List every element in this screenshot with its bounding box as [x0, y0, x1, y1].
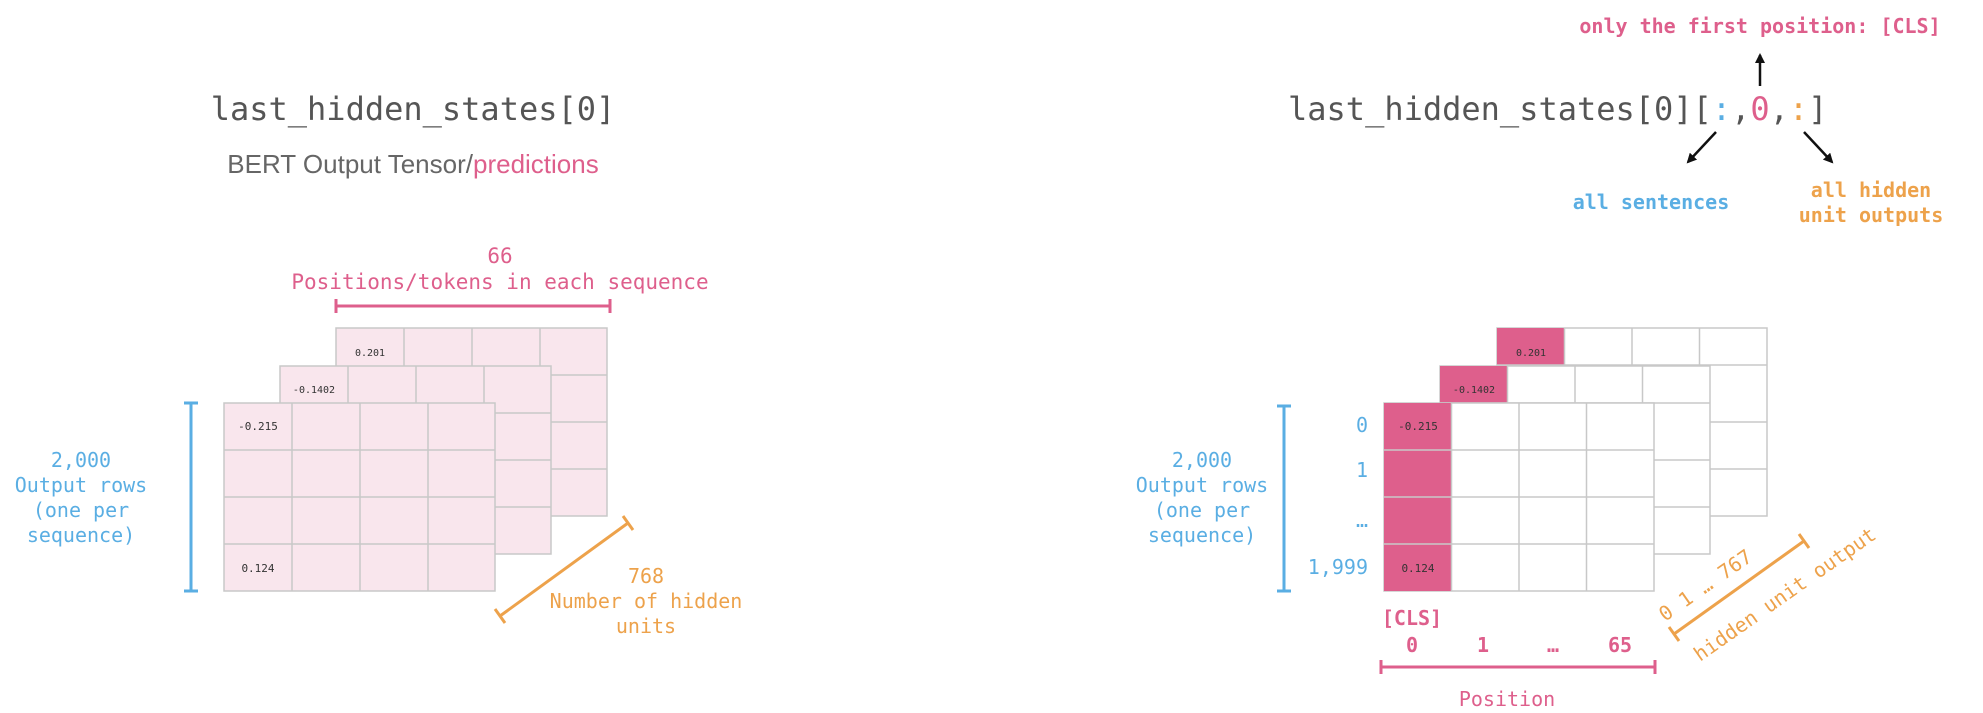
right-row-labels: 0 1 … 1,999 [1308, 413, 1368, 579]
right-code-colon-sentences: : [1712, 90, 1731, 128]
right-arrow-hidden [1803, 131, 1834, 164]
left-grid-front: -0.215 0.124 [223, 402, 496, 592]
right-back-value: 0.201 [1516, 348, 1546, 359]
right-position-labels: 0 1 … 65 [1406, 633, 1632, 657]
right-grid-front: -0.215 0.124 [1383, 402, 1655, 592]
left-back-value: 0.201 [355, 348, 385, 359]
right-hidden-axis-label: hidden unit output [1689, 522, 1880, 666]
right-back-cls-cell [1497, 328, 1565, 365]
right-all-sentences-label: all sentences [1573, 190, 1730, 214]
right-code-prefix: last_hidden_states[0][ [1288, 90, 1712, 128]
right-rows-line1: Output rows [1136, 473, 1268, 497]
right-front-value-top: -0.215 [1398, 420, 1438, 433]
left-hidden-bracket [493, 515, 635, 624]
left-subtitle-prefix: BERT Output Tensor/ [227, 149, 473, 179]
right-position-label-ellipsis: … [1547, 633, 1559, 657]
right-hidden-bracket [1667, 533, 1811, 642]
right-row-label-0: 0 [1356, 413, 1368, 437]
left-rows-line2: (one per [33, 498, 129, 522]
right-code-title: last_hidden_states[0][:,0,:] [1288, 90, 1827, 128]
left-positions-count: 66 [487, 244, 512, 268]
left-rows-label: 2,000 Output rows (one per sequence) [15, 448, 147, 547]
right-position-bracket [1379, 660, 1657, 674]
right-rows-line3: sequence) [1148, 523, 1256, 547]
left-rows-bracket [184, 401, 198, 593]
right-mid-cls-cell [1440, 366, 1508, 403]
right-position-label-0: 0 [1406, 633, 1418, 657]
left-hidden-line2: units [616, 614, 676, 638]
left-rows-line1: Output rows [15, 473, 147, 497]
left-panel: last_hidden_states[0] BERT Output Tensor… [15, 90, 743, 638]
right-code-comma2: , [1770, 90, 1789, 128]
right-arrow-sentences [1686, 131, 1717, 164]
right-rows-line2: (one per [1154, 498, 1250, 522]
right-code-zero: 0 [1750, 90, 1769, 128]
right-front-value-bottom: 0.124 [1401, 562, 1434, 575]
right-row-label-ellipsis: … [1356, 508, 1368, 532]
left-mid-value: -0.1402 [293, 385, 335, 396]
right-first-position-label: only the first position: [CLS] [1579, 14, 1940, 38]
right-all-hidden-line2: unit outputs [1799, 203, 1944, 227]
right-rows-label: 2,000 Output rows (one per sequence) [1136, 448, 1268, 547]
left-rows-line3: sequence) [27, 523, 135, 547]
left-front-value-top: -0.215 [238, 420, 278, 433]
left-hidden-label: 768 Number of hidden units [550, 564, 743, 638]
right-position-axis-label: Position [1459, 687, 1555, 711]
right-rows-count: 2,000 [1172, 448, 1232, 472]
right-panel: only the first position: [CLS] last_hidd… [1136, 14, 1943, 711]
left-code-title: last_hidden_states[0] [211, 90, 616, 128]
left-front-value-bottom: 0.124 [241, 562, 274, 575]
right-code-suffix: ] [1808, 90, 1827, 128]
right-row-label-1: 1 [1356, 458, 1368, 482]
left-hidden-line1: Number of hidden [550, 589, 743, 613]
right-position-label-65: 65 [1608, 633, 1632, 657]
right-mid-value: -0.1402 [1453, 385, 1495, 396]
left-positions-bracket [334, 299, 612, 313]
right-code-comma1: , [1731, 90, 1750, 128]
left-rows-count: 2,000 [51, 448, 111, 472]
right-position-label-1: 1 [1477, 633, 1489, 657]
left-subtitle-highlight: predictions [473, 149, 599, 179]
right-all-hidden-line1: all hidden [1811, 178, 1931, 202]
right-row-label-1999: 1,999 [1308, 555, 1368, 579]
left-hidden-count: 768 [628, 564, 664, 588]
right-cls-label: [CLS] [1382, 606, 1442, 630]
right-code-colon-hidden: : [1789, 90, 1808, 128]
left-positions-label: Positions/tokens in each sequence [291, 270, 708, 294]
right-rows-bracket [1277, 404, 1291, 593]
left-subtitle: BERT Output Tensor/predictions [227, 149, 598, 179]
